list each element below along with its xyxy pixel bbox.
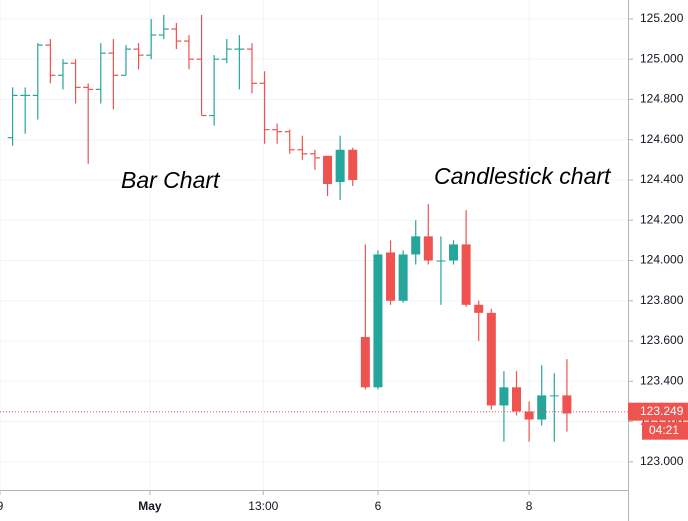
annotation: Candlestick chart	[434, 163, 612, 189]
candle-body	[449, 244, 459, 261]
candle-body	[486, 312, 496, 406]
candle-body	[562, 395, 572, 414]
candle-body	[436, 260, 446, 262]
countdown-box	[642, 421, 688, 440]
candle-body	[373, 254, 383, 388]
candle-body	[386, 252, 396, 301]
x-tick-label: 6	[375, 499, 382, 513]
candle-body	[398, 254, 408, 301]
candle-body	[411, 236, 421, 255]
y-tick-label: 123.400	[640, 373, 684, 387]
y-tick-label: 123.600	[640, 333, 684, 347]
y-tick-label: 125.200	[640, 11, 684, 25]
y-tick-label: 124.400	[640, 172, 684, 186]
last-price-label: 123.249	[640, 404, 684, 418]
x-tick-label: 9	[0, 499, 4, 513]
candle-body	[348, 149, 358, 180]
candle-body	[512, 387, 522, 412]
x-tick-label: 8	[526, 499, 533, 513]
candle-body	[549, 395, 559, 397]
last-price-box	[628, 402, 688, 421]
annotation: Bar Chart	[121, 167, 221, 193]
y-tick-label: 124.000	[640, 253, 684, 267]
candle-body	[323, 155, 333, 185]
y-tick-label: 124.200	[640, 212, 684, 226]
candle-body	[461, 244, 471, 305]
x-tick-label: May	[138, 499, 162, 513]
candle-body	[499, 387, 509, 406]
candle-body	[360, 337, 370, 388]
x-tick-label: 13:00	[248, 499, 278, 513]
candle-body	[423, 236, 433, 261]
candle-body	[335, 149, 345, 182]
countdown-label: 04:21	[649, 423, 679, 437]
y-tick-label: 123.000	[640, 454, 684, 468]
candle-body	[537, 395, 547, 420]
y-tick-label: 124.800	[640, 92, 684, 106]
candle-body	[474, 304, 484, 313]
y-tick-label: 125.000	[640, 51, 684, 65]
y-tick-label: 123.800	[640, 293, 684, 307]
y-tick-label: 124.600	[640, 132, 684, 146]
candle-body	[524, 411, 534, 420]
